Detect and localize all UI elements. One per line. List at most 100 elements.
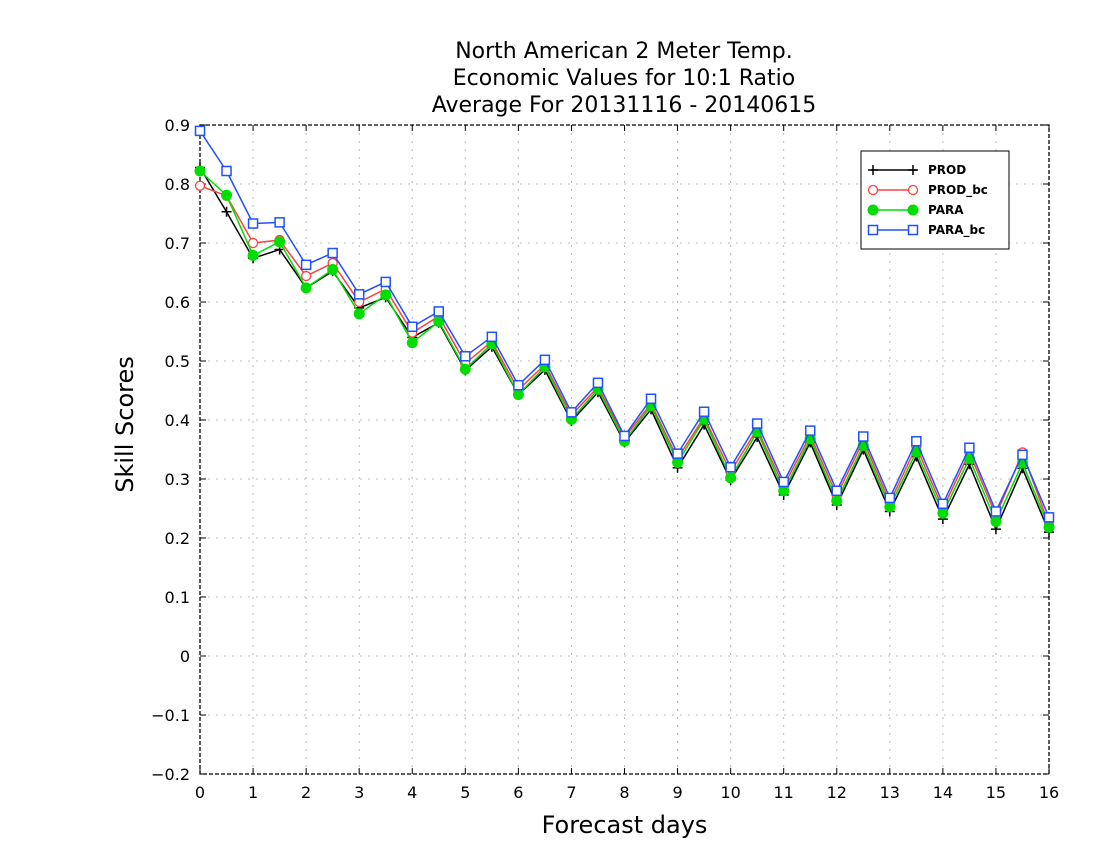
data-point-para-bc [380,276,391,288]
legend-item-para-bc: PARA_bc [867,223,985,238]
data-point-para-bc [884,492,896,504]
data-point-para-bc [937,498,949,510]
y-tick-label: −0.1 [151,706,190,725]
data-point-para-bc [592,377,604,389]
data-point-para-bc [194,125,206,137]
legend-label: PARA_bc [928,223,985,238]
data-point-para-bc [539,354,551,366]
legend-marker [908,165,918,175]
y-tick-label: 0.3 [165,470,190,489]
data-point-para-bc [247,218,259,229]
legend-marker [868,165,878,175]
x-tick-label: 0 [195,783,205,802]
data-point-para [937,507,949,519]
legend-marker [907,204,919,216]
x-tick-label: 13 [880,783,900,802]
data-point-para [221,189,233,201]
data-point-para-bc [274,217,285,228]
data-point-para-bc [751,418,763,429]
legend-label: PARA [928,203,964,217]
y-axis-label: Skill Scores [111,356,139,493]
data-point-para [512,389,524,401]
data-point-para [274,236,286,248]
data-point-para [353,308,365,320]
chart-title-line: Economic Values for 10:1 Ratio [453,66,795,91]
data-point-para [672,456,684,468]
data-point-para [194,165,206,177]
x-tick-label: 14 [933,783,953,802]
legend-item-para: PARA [867,203,964,217]
data-point-para-bc [486,331,498,343]
legend-item-prod-bc: PROD_bc [867,183,988,198]
data-point-para [884,501,896,513]
x-tick-label: 5 [460,783,470,802]
data-point-para-bc [645,393,657,405]
x-tick-label: 3 [354,783,364,802]
data-point-para-bc [300,259,312,271]
legend-label: PROD [928,163,966,177]
x-tick-label: 6 [513,783,523,802]
legend-item-prod: PROD [868,163,966,177]
data-point-para-bc [990,506,1002,517]
data-point-para-bc [221,165,232,177]
data-point-para-bc [513,379,524,391]
data-point-para-bc [698,406,710,417]
y-tick-label: −0.2 [151,765,190,784]
x-tick-label: 7 [566,783,576,802]
y-tick-label: 0.8 [165,175,190,194]
y-tick-label: 0.7 [165,234,190,253]
data-point-prod-bc [247,237,259,249]
chart-title-line: Average For 20131116 - 20140615 [432,93,817,118]
data-point-para-bc [804,425,816,436]
data-point-para [459,363,471,375]
data-point-para [725,472,737,484]
data-point-para [778,485,790,497]
data-point-para-bc [725,461,736,473]
legend-marker [867,204,879,216]
chart-title: North American 2 Meter Temp.Economic Val… [432,39,817,118]
x-tick-label: 16 [1039,783,1059,802]
x-tick-label: 2 [301,783,311,802]
legend-marker [867,184,879,196]
x-tick-label: 8 [619,783,629,802]
legend-marker [867,224,879,236]
x-tick-label: 12 [827,783,847,802]
legend-box [860,150,1010,250]
data-point-para-bc [831,485,842,497]
data-point-para [1043,521,1055,533]
y-tick-label: 0.5 [165,352,190,371]
chart-title-line: North American 2 Meter Temp. [455,39,793,64]
axis-ticks: 0 1 2 3 4 5 6 7 8 9 10 11 12 13 14 15 16−0.2−0.100.10.20… [151,116,1059,802]
data-point-para-bc [778,476,789,488]
x-tick-label: 10 [720,783,740,802]
data-point-para [406,337,418,349]
data-point-para-bc [407,321,418,333]
legend-marker [907,184,919,196]
y-tick-label: 0.9 [165,116,190,135]
data-point-para-bc [911,435,922,447]
x-tick-label: 1 [248,783,258,802]
data-point-para-bc [353,289,365,300]
data-point-para [327,264,339,276]
grid [200,125,1049,774]
data-point-prod-bc [300,270,312,282]
data-point-para-bc [858,431,869,442]
legend: PROD PROD_bc PARA PARA_bc [860,150,1010,250]
y-tick-label: 0.2 [165,529,190,548]
x-tick-label: 4 [407,783,417,802]
y-tick-label: 0.4 [165,411,190,430]
x-tick-label: 15 [986,783,1006,802]
data-point-para [990,515,1002,527]
data-point-para [831,495,843,507]
data-point-para-bc [566,407,577,418]
series-lines [194,125,1055,538]
data-point-prod [221,206,232,217]
data-point-para-bc [327,247,338,259]
y-tick-label: 0 [180,647,190,666]
data-point-prod-bc [194,180,206,191]
data-point-para-bc [460,351,471,362]
series-para [194,165,1055,533]
data-point-para-bc [433,306,445,317]
data-point-para-bc [1017,449,1028,461]
y-tick-label: 0.6 [165,293,190,312]
